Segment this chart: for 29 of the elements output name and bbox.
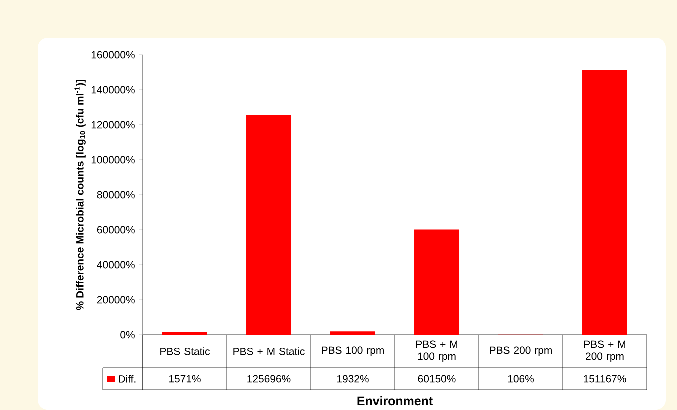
y-tick-label: 140000% — [92, 86, 135, 94]
data-label: 1571% — [170, 375, 201, 383]
y-tick-label: 80000% — [97, 191, 135, 199]
bar — [582, 70, 628, 335]
data-label: 60150% — [418, 375, 456, 383]
x-tick-label: PBS 200 rpm — [490, 346, 552, 356]
data-label: 106% — [508, 375, 534, 383]
data-label: 1932% — [338, 375, 369, 383]
y-axis-title: % Difference Microbial counts [log$_{10}$ (cfu ml$^{-1}$)] — [74, 80, 86, 310]
legend-label: Diff. — [119, 375, 136, 383]
y-tick-label: 40000% — [97, 261, 135, 269]
x-tick-label: PBS + M Static — [234, 348, 305, 356]
x-tick-label: PBS Static — [160, 348, 210, 356]
x-tick-label: PBS + M 100 rpm — [416, 340, 458, 362]
bar — [414, 230, 460, 335]
bar — [246, 115, 292, 335]
bar — [330, 332, 376, 335]
y-tick-label: 100000% — [92, 156, 135, 164]
y-tick-label: 160000% — [92, 51, 135, 59]
y-tick-label: 120000% — [92, 121, 135, 129]
x-tick-label: PBS 100 rpm — [322, 346, 384, 356]
x-axis-title: Environment — [358, 396, 433, 406]
y-tick-label: 20000% — [97, 296, 135, 304]
x-tick-label: PBS + M 200 rpm — [584, 340, 626, 362]
bar — [162, 332, 208, 335]
data-label: 151167% — [584, 375, 626, 383]
y-tick-label: 60000% — [97, 226, 135, 234]
y-tick-label: 0% — [120, 331, 135, 339]
data-label: 125696% — [248, 375, 291, 383]
